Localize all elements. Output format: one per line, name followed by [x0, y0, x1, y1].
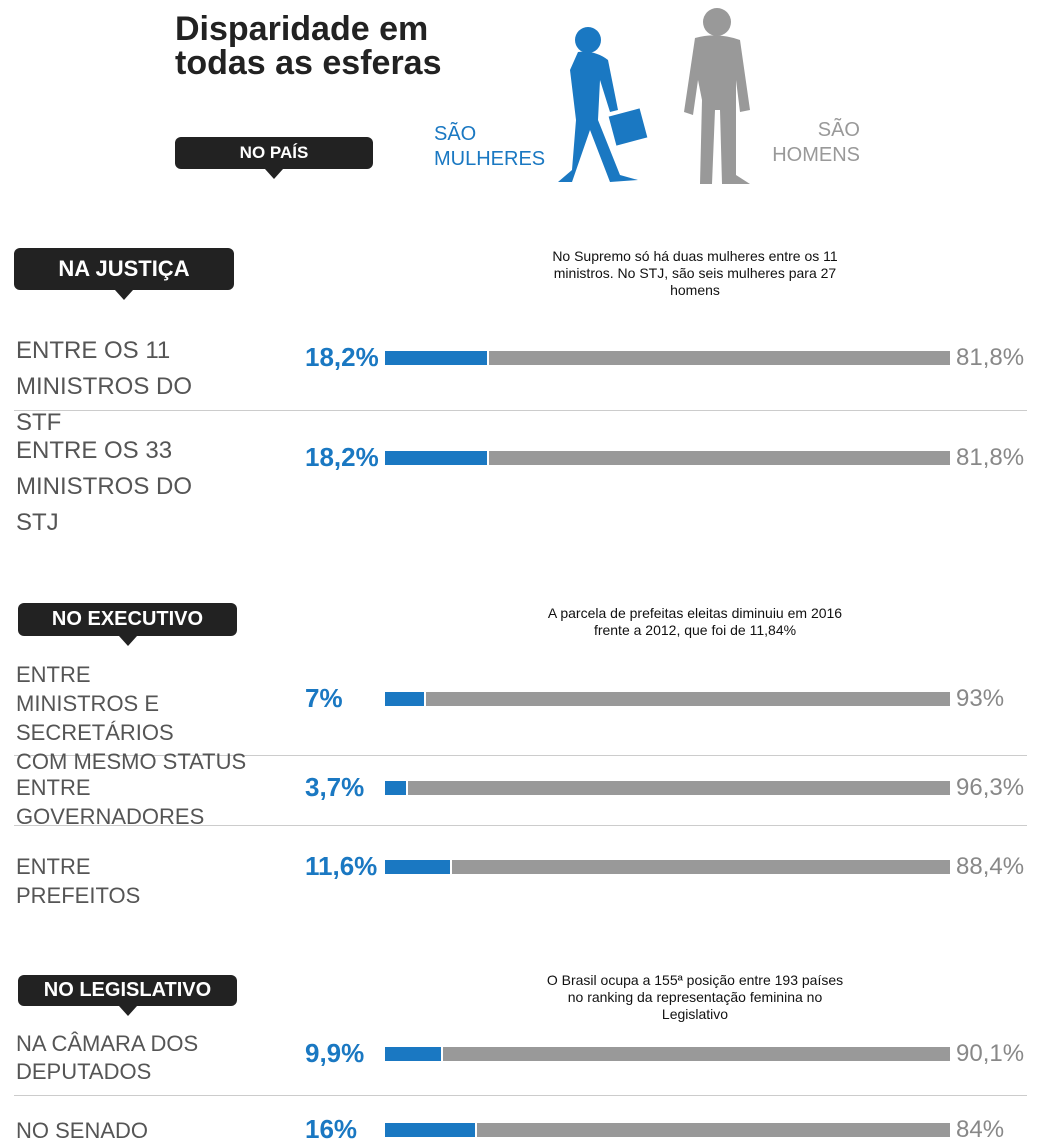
women-value-label: 18,2%	[305, 342, 379, 373]
men-bar	[408, 781, 950, 795]
title: Disparidade em todas as esferas	[175, 12, 442, 80]
men-bar	[489, 451, 950, 465]
men-value-label: 81,8%	[956, 344, 1024, 372]
silhouettes	[550, 0, 780, 190]
women-bar	[385, 860, 450, 874]
women-bar	[385, 692, 424, 706]
section-badge: NA JUSTIÇA	[14, 248, 234, 290]
women-value-label: 7%	[305, 683, 343, 714]
women-value-label: 9,9%	[305, 1038, 364, 1069]
women-bar	[385, 351, 487, 365]
men-value-label: 84%	[956, 1116, 1004, 1142]
women-value-label: 18,2%	[305, 442, 379, 473]
women-bar	[385, 1123, 475, 1137]
row-label: ENTRE MINISTROS E SECRETÁRIOS COM MESMO …	[16, 660, 246, 776]
row-label: NO SENADO	[16, 1117, 148, 1142]
men-bar	[443, 1047, 950, 1061]
men-value-label: 96,3%	[956, 774, 1024, 802]
women-bar	[385, 451, 487, 465]
women-value-label: 16%	[305, 1114, 357, 1142]
woman-figure	[558, 27, 647, 182]
section-badge: NO LEGISLATIVO	[18, 975, 237, 1006]
separator	[14, 1095, 1027, 1096]
row-label: NA CÂMARA DOS DEPUTADOS	[16, 1030, 198, 1086]
row-label: ENTRE OS 11 MINISTROS DO STF	[16, 333, 192, 441]
row-label: ENTRE GOVERNADORES	[16, 773, 204, 831]
men-bar	[452, 860, 950, 874]
man-figure	[684, 8, 750, 184]
women-legend: SÃO MULHERES	[434, 122, 545, 172]
section-note: A parcela de prefeitas eleitas diminuiu …	[545, 605, 845, 639]
row-label: ENTRE PREFEITOS	[16, 852, 140, 910]
women-bar	[385, 781, 406, 795]
men-value-label: 90,1%	[956, 1040, 1024, 1068]
men-bar	[489, 351, 950, 365]
men-bar	[426, 692, 950, 706]
section-note: O Brasil ocupa a 155ª posição entre 193 …	[545, 972, 845, 1023]
section-note: No Supremo só há duas mulheres entre os …	[545, 248, 845, 299]
badge: NO PAÍS	[175, 137, 373, 169]
men-bar	[477, 1123, 950, 1137]
infographic: Disparidade em todas as esferas NO PAÍS …	[0, 0, 1050, 1142]
women-value-label: 3,7%	[305, 772, 364, 803]
men-value-label: 93%	[956, 685, 1004, 713]
row-label: ENTRE OS 33 MINISTROS DO STJ	[16, 433, 192, 541]
women-value-label: 11,6%	[305, 851, 377, 882]
men-value-label: 81,8%	[956, 444, 1024, 472]
section-badge: NO EXECUTIVO	[18, 603, 237, 636]
men-value-label: 88,4%	[956, 853, 1024, 881]
women-bar	[385, 1047, 441, 1061]
